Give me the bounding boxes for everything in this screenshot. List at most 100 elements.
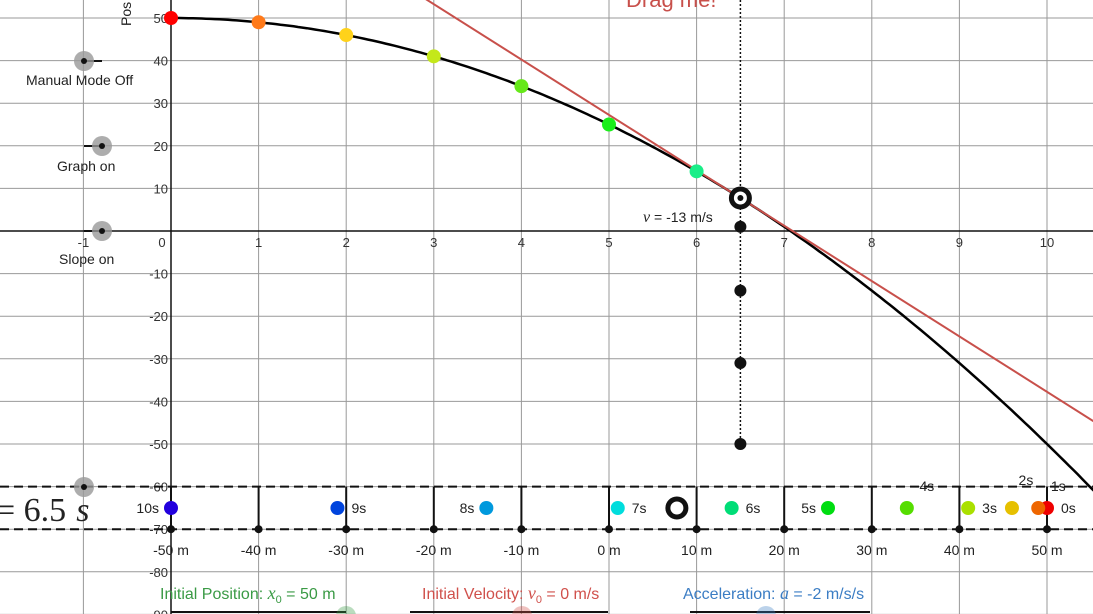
track-marker [164, 501, 178, 515]
sample-point [164, 11, 178, 25]
ruler-dot [955, 525, 964, 534]
track-marker-label: 8s [460, 500, 475, 516]
position-curve [171, 16, 1093, 492]
motion-track: -50 m -40 m -30 m -20 m -10 m 0 m 10 m 20 m 30 m… [0, 472, 1093, 614]
sample-point [426, 49, 441, 64]
ruler-dot [1043, 525, 1051, 534]
sample-point [602, 117, 616, 132]
x-tick-label: 2 [343, 235, 350, 250]
y-tick-label: -10 [149, 267, 168, 282]
x-tick-label: 10 [1040, 235, 1054, 250]
ruler-dot [780, 525, 789, 534]
track-marker-label: 0s [1061, 500, 1076, 516]
ruler-dot [605, 525, 613, 534]
axis-ticks: -1 0 1 2 3 4 5 6 7 8 9 105040302010-10-20-30-40-50-… [78, 11, 1055, 614]
toggle-handle-dot [99, 143, 105, 149]
ruler-dot [692, 525, 701, 534]
ruler-label: 50 m [1031, 542, 1062, 558]
velocity-readout: v = -13 m/s [643, 209, 713, 226]
ruler-dot [429, 525, 438, 534]
sample-point [251, 15, 266, 30]
track-marker-label: 10s [136, 500, 159, 516]
initial-velocity-control[interactable]: Initial Velocity: v0 = 0 m/s [422, 583, 600, 607]
x-tick-label: 4 [518, 235, 525, 250]
track-marker-label: 7s [632, 500, 647, 516]
y-tick-label: -90 [149, 607, 168, 614]
future-point [734, 357, 747, 370]
y-tick-label: 20 [154, 139, 168, 154]
track-marker-label: 6s [746, 500, 761, 516]
ruler-label: 30 m [856, 542, 887, 558]
ruler-label: 40 m [944, 542, 975, 558]
graph-toggle-label[interactable]: Graph on [57, 158, 115, 174]
track-marker [724, 501, 739, 515]
time-readout: = 6.5 s [0, 492, 89, 529]
ruler-dot [517, 525, 526, 534]
track-marker [899, 501, 914, 515]
tangent-line [425, 0, 1093, 423]
track-marker [821, 501, 835, 515]
toggle-handle-dot [81, 58, 87, 64]
y-tick-label: 10 [154, 181, 168, 196]
y-tick-label: 30 [154, 96, 168, 111]
slider-handle [756, 606, 776, 614]
ruler-dot [867, 525, 876, 534]
x-tick-label: 7 [781, 235, 788, 250]
ruler-label: -50 m [153, 542, 189, 558]
future-point [734, 438, 747, 450]
ruler-dot [254, 525, 263, 534]
initial-position-control[interactable]: Initial Position: x0 = 50 m [160, 583, 336, 607]
ruler-label: -20 m [416, 542, 452, 558]
sample-point [689, 164, 704, 179]
track-marker [479, 501, 494, 515]
ruler-label: 10 m [681, 542, 712, 558]
track-marker [1004, 501, 1019, 515]
x-tick-label: 3 [430, 235, 437, 250]
track-marker-label: 1s [1051, 478, 1066, 494]
track-marker [961, 501, 976, 515]
manual-mode-toggle-label[interactable]: Manual Mode Off [26, 72, 133, 88]
x-tick-label: 9 [956, 235, 963, 250]
points [164, 11, 752, 450]
track-marker [1031, 501, 1046, 515]
drag-point-center [737, 194, 744, 201]
x-tick-label: -1 [78, 235, 90, 250]
curves [171, 0, 1093, 492]
x-tick-label: 5 [605, 235, 612, 250]
ruler-label: -40 m [241, 542, 277, 558]
y-tick-label: -20 [149, 309, 168, 324]
ruler-label: 20 m [769, 542, 800, 558]
ruler-label: -30 m [328, 542, 364, 558]
y-tick-label: -40 [149, 394, 168, 409]
x-tick-label: 8 [868, 235, 875, 250]
toggle-handle-dot [99, 228, 105, 234]
future-point [734, 284, 747, 297]
ruler-label: -10 m [504, 542, 540, 558]
sample-point [514, 79, 529, 94]
y-tick-label: 40 [154, 54, 168, 69]
y-tick-label: -50 [149, 437, 168, 452]
ruler-dot [167, 525, 175, 534]
acceleration-control[interactable]: Acceleration: a = -2 m/s/s [683, 583, 865, 603]
track-marker-label: 9s [351, 500, 366, 516]
toggle-handle-dot [81, 484, 87, 490]
y-axis-label: Pos [118, 2, 134, 26]
x-tick-label: 1 [255, 235, 262, 250]
slider-handle [512, 606, 532, 614]
track-marker-label: 4s [919, 478, 934, 494]
y-tick-label: -30 [149, 352, 168, 367]
toggle-controls[interactable] [74, 51, 112, 497]
future-point [734, 220, 747, 233]
track-marker-label: 2s [1019, 472, 1034, 488]
x-tick-label: 6 [693, 235, 700, 250]
sample-point [339, 28, 354, 43]
y-tick-label: -80 [149, 565, 168, 580]
y-tick-label: 50 [154, 11, 168, 26]
x-tick-label: 0 [158, 235, 165, 250]
slope-toggle-label[interactable]: Slope on [59, 251, 114, 267]
track-marker [330, 501, 345, 515]
track-marker-label: 3s [982, 500, 997, 516]
track-marker-label: 5s [801, 500, 816, 516]
track-marker [610, 501, 625, 515]
